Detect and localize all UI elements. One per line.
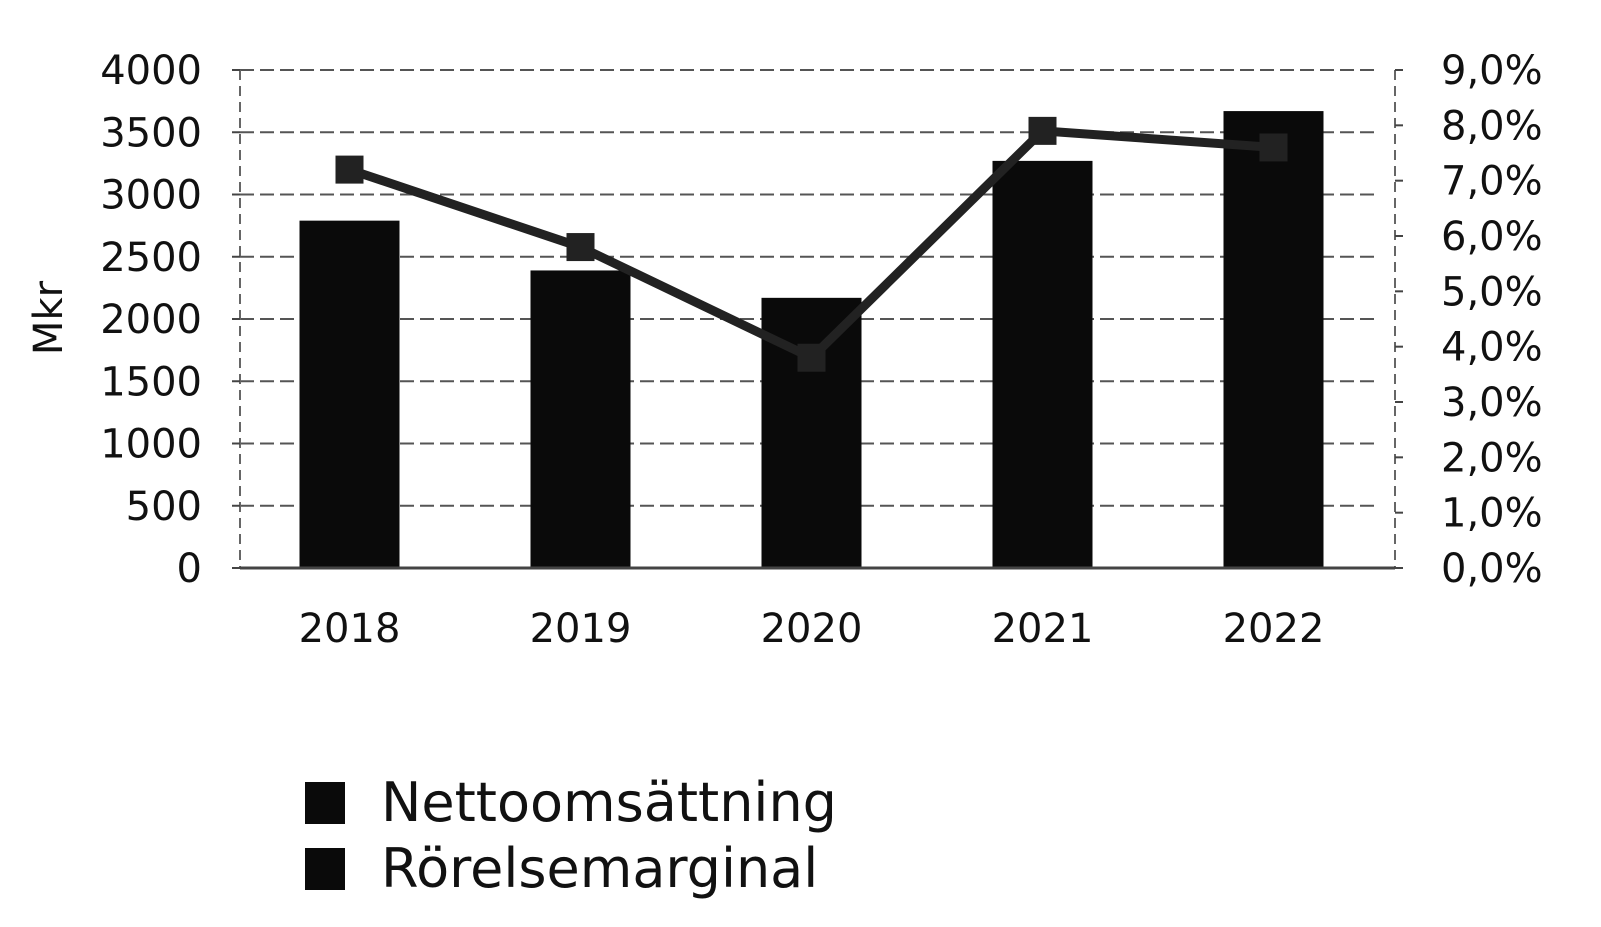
y-tick-label: 2500 <box>100 235 202 281</box>
y-tick-label: 3500 <box>100 110 202 156</box>
bar <box>299 220 400 568</box>
y-tick-label: 2000 <box>100 297 202 343</box>
legend: Nettoomsättning Rörelsemarginal <box>305 770 837 902</box>
y2-tick-label: 7,0% <box>1441 159 1543 205</box>
legend-label: Rörelsemarginal <box>381 837 819 900</box>
x-tick-label: 2022 <box>1223 606 1325 652</box>
legend-item-nettoomsattning: Nettoomsättning <box>305 770 837 836</box>
bar <box>530 270 631 568</box>
y-tick-label: 500 <box>126 484 202 530</box>
y2-tick-label: 8,0% <box>1441 103 1543 149</box>
y2-tick-label: 0,0% <box>1441 546 1543 592</box>
y2-tick-label: 3,0% <box>1441 380 1543 426</box>
line-marker <box>797 343 826 372</box>
line-marker <box>335 155 364 184</box>
combo-chart: 0 500 1000 1500 2000 2500 3000 3500 4000 0,0% 1,0… <box>26 48 1543 652</box>
y-tick-label: 4000 <box>100 48 202 94</box>
x-tick-label: 2018 <box>299 606 401 652</box>
y2-tick-label: 2,0% <box>1441 435 1543 481</box>
legend-label: Nettoomsättning <box>381 771 837 834</box>
y-tick-label: 1500 <box>100 359 202 405</box>
x-tick-label: 2019 <box>530 606 632 652</box>
line-marker <box>1259 133 1288 162</box>
y2-axis-ticks: 0,0% 1,0% 2,0% 3,0% 4,0% 5,0% 6,0% 7,0% 8,0% 9,0% <box>1395 48 1543 592</box>
x-tick-label: 2020 <box>761 606 863 652</box>
legend-item-rorelsemarginal: Rörelsemarginal <box>305 836 837 902</box>
x-axis-ticks: 2018 2019 2020 2021 2022 <box>299 606 1325 652</box>
y-tick-label: 1000 <box>100 422 202 468</box>
y-tick-label: 0 <box>177 546 202 592</box>
legend-swatch <box>305 782 345 824</box>
y2-tick-label: 1,0% <box>1441 491 1543 537</box>
bar <box>992 160 1093 568</box>
y2-tick-label: 6,0% <box>1441 214 1543 260</box>
y2-tick-label: 9,0% <box>1441 48 1543 94</box>
y-axis-label: Mkr <box>26 280 72 355</box>
x-tick-label: 2021 <box>992 606 1094 652</box>
line-series <box>335 116 1288 372</box>
y-axis-ticks: 0 500 1000 1500 2000 2500 3000 3500 4000 <box>100 48 240 592</box>
y2-tick-label: 5,0% <box>1441 269 1543 315</box>
line-marker <box>566 233 595 262</box>
y2-tick-label: 4,0% <box>1441 325 1543 371</box>
legend-swatch <box>305 848 345 890</box>
y-tick-label: 3000 <box>100 173 202 219</box>
bar <box>1223 111 1324 569</box>
line-marker <box>1028 116 1057 145</box>
bar-series <box>299 111 1324 569</box>
